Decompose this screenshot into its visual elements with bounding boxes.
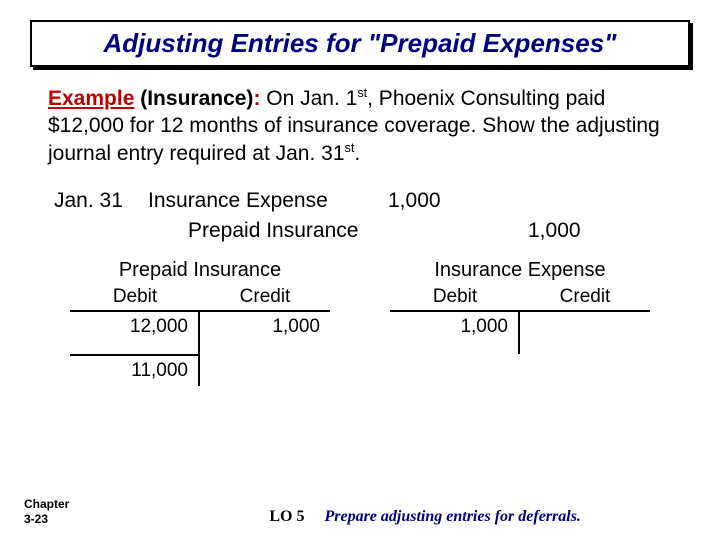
journal-date-empty [48,219,148,243]
t-left-head-credit: Credit [200,284,330,310]
journal-date: Jan. 31 [48,189,148,213]
example-sup1: st [357,86,367,100]
journal-debit-account: Insurance Expense [148,189,388,213]
example-text-1: On Jan. 1 [266,87,357,110]
t-right-body: 1,000 [390,312,650,354]
t-right-credit [520,312,650,354]
journal-credit-empty [528,189,648,213]
chapter-line2: 3-23 [24,512,69,526]
example-text-3: . [354,142,360,165]
slide-title-box: Adjusting Entries for "Prepaid Expenses" [30,20,690,67]
learning-objective: LO 5 [269,508,304,526]
t-left-head-debit: Debit [70,284,200,310]
journal-debit-row: Jan. 31 Insurance Expense 1,000 [48,189,672,213]
t-right-head-debit: Debit [390,284,520,310]
t-right-debit: 1,000 [390,312,520,354]
journal-entry: Jan. 31 Insurance Expense 1,000 Prepaid … [48,189,672,243]
chapter-label: Chapter 3-23 [24,497,69,526]
journal-credit-row: Prepaid Insurance 1,000 [48,219,672,243]
chapter-line1: Chapter [24,497,69,511]
example-label: Example [48,87,134,110]
t-left-balance: 11,000 [70,354,200,386]
example-text: Example (Insurance): On Jan. 1st, Phoeni… [48,85,672,167]
footer: Chapter 3-23 LO 5 Prepare adjusting entr… [0,497,720,526]
t-left-debit: 12,000 [70,312,200,354]
t-account-prepaid: Prepaid Insurance Debit Credit 12,000 1,… [70,259,330,386]
t-left-head: Debit Credit [70,284,330,312]
slide-title: Adjusting Entries for "Prepaid Expenses" [104,28,617,58]
t-left-title: Prepaid Insurance [70,259,330,284]
t-left-balance-row: 11,000 [70,354,330,386]
t-left-balance-empty [200,354,330,386]
learning-objective-desc: Prepare adjusting entries for deferrals. [324,508,580,526]
journal-credit-account: Prepaid Insurance [148,219,388,243]
t-accounts: Prepaid Insurance Debit Credit 12,000 1,… [50,259,670,386]
example-qualifier: (Insurance) [140,87,253,110]
journal-debit-amount: 1,000 [388,189,528,213]
journal-credit-amount: 1,000 [528,219,648,243]
t-right-head: Debit Credit [390,284,650,312]
t-left-credit: 1,000 [200,312,330,354]
journal-debit-empty [388,219,528,243]
t-right-title: Insurance Expense [390,259,650,284]
example-sup2: st [345,141,355,155]
t-left-body: 12,000 1,000 [70,312,330,354]
t-right-head-credit: Credit [520,284,650,310]
t-account-expense: Insurance Expense Debit Credit 1,000 [390,259,650,386]
